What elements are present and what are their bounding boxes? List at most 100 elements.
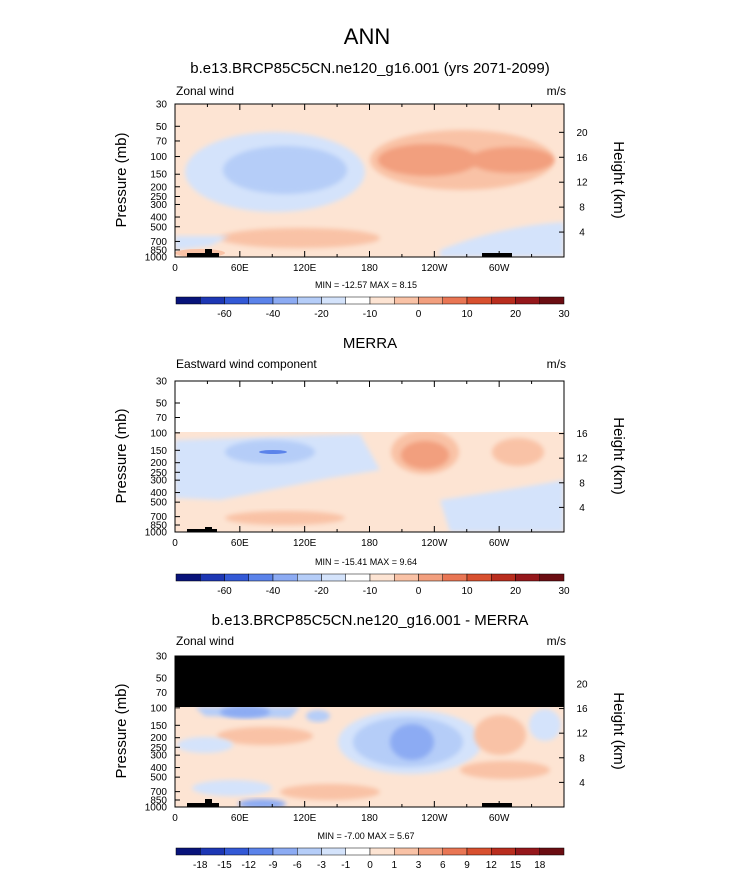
- colorbar-label-4: 0: [416, 309, 422, 320]
- ytick-label-6: 250: [150, 192, 167, 203]
- ytick-label-4: 150: [150, 721, 167, 732]
- panel-1-colorbar: -60 -40 -20 -10 0 10 20 30: [175, 296, 570, 320]
- ytick-right-label-0: 20: [576, 128, 588, 139]
- colorbar-swatch-7: [345, 296, 371, 305]
- ytick-label-6: 250: [150, 743, 167, 754]
- ytick-label-10: 700: [150, 512, 167, 523]
- ytick-label-2: 70: [156, 136, 168, 147]
- colorbar-swatch-2: [224, 573, 249, 582]
- xtick-label-4: 120W: [421, 538, 448, 549]
- ytick-right-label-3: 4: [579, 503, 585, 514]
- colorbar-label-14: 18: [534, 860, 546, 871]
- ytick-label-1: 50: [156, 122, 168, 133]
- ytick-label-9: 500: [150, 773, 167, 784]
- colorbar-label-2: -20: [314, 309, 329, 320]
- colorbar-label-5: -3: [317, 860, 326, 871]
- ytick-right-label-2: 12: [576, 178, 588, 189]
- colorbar-label-5: 10: [461, 309, 473, 320]
- ytick-label-4: 150: [150, 170, 167, 181]
- colorbar-swatch-1: [200, 296, 225, 305]
- xtick-label-4: 120W: [421, 263, 448, 274]
- panel-3: b.e13.BRCP85C5CN.ne120_g16.001 - MERRA Z…: [113, 612, 627, 871]
- colorbar-swatch-12: [466, 296, 492, 305]
- panel-2-left-label: Eastward wind component: [176, 357, 317, 371]
- panel-2-title: MERRA: [343, 335, 397, 352]
- xtick-label-2: 120E: [293, 538, 317, 549]
- ytick-label-3: 100: [150, 428, 167, 439]
- colorbar-label-6: 20: [510, 586, 522, 597]
- panel-1-field: [175, 104, 564, 257]
- ytick-right-label-1: 16: [576, 704, 588, 715]
- xtick-label-5: 60W: [489, 538, 510, 549]
- panel-1: b.e13.BRCP85C5CN.ne120_g16.001 (yrs 2071…: [113, 60, 627, 320]
- colorbar-swatch-12: [466, 573, 492, 582]
- colorbar-label-0: -18: [193, 860, 208, 871]
- colorbar-swatch-0: [175, 573, 201, 582]
- ytick-label-6: 250: [150, 468, 167, 479]
- colorbar-label-3: -10: [363, 309, 378, 320]
- ytick-label-10: 700: [150, 237, 167, 248]
- colorbar-label-2: -12: [242, 860, 257, 871]
- colorbar-swatch-15: [539, 847, 565, 856]
- xtick-label-0: 0: [172, 538, 178, 549]
- colorbar-swatch-1: [200, 847, 225, 856]
- panel-3-ylabel: Pressure (mb): [113, 683, 130, 778]
- ytick-label-5: 200: [150, 733, 167, 744]
- colorbar-swatch-3: [248, 573, 274, 582]
- xtick-label-1: 60E: [231, 538, 249, 549]
- ytick-label-7: 300: [150, 200, 167, 211]
- ytick-right-label-3: 8: [579, 203, 585, 214]
- colorbar-swatch-14: [515, 847, 540, 856]
- colorbar-swatch-8: [369, 573, 395, 582]
- colorbar-swatch-11: [442, 847, 468, 856]
- colorbar-swatch-0: [175, 296, 201, 305]
- ytick-label-1: 50: [156, 398, 168, 409]
- colorbar-swatch-2: [224, 847, 249, 856]
- colorbar-swatch-14: [515, 296, 540, 305]
- panel-1-ylabel: Pressure (mb): [113, 132, 130, 227]
- ytick-label-12: 1000: [145, 803, 168, 814]
- colorbar-label-1: -40: [266, 586, 281, 597]
- colorbar-swatch-8: [369, 847, 395, 856]
- ytick-label-8: 400: [150, 488, 167, 499]
- colorbar-label-9: 3: [416, 860, 422, 871]
- panel-3-missing-region: [175, 656, 564, 707]
- xtick-label-0: 0: [172, 263, 178, 274]
- panel-3-left-label: Zonal wind: [176, 634, 234, 648]
- ytick-label-11: 850: [150, 796, 167, 807]
- ytick-label-12: 1000: [145, 253, 168, 264]
- ytick-label-7: 300: [150, 751, 167, 762]
- xtick-label-5: 60W: [489, 263, 510, 274]
- colorbar-swatch-4: [272, 573, 298, 582]
- colorbar-label-7: 30: [558, 586, 570, 597]
- colorbar-swatch-3: [248, 296, 274, 305]
- ytick-label-12: 1000: [145, 528, 168, 539]
- panel-2-units: m/s: [547, 357, 566, 371]
- ytick-right-label-1: 12: [576, 454, 588, 465]
- ytick-label-4: 150: [150, 446, 167, 457]
- colorbar-label-10: 6: [440, 860, 446, 871]
- colorbar-label-8: 1: [391, 860, 397, 871]
- panel-1-left-label: Zonal wind: [176, 84, 234, 98]
- colorbar-swatch-10: [418, 847, 443, 856]
- colorbar-label-1: -40: [266, 309, 281, 320]
- xtick-label-3: 180: [361, 538, 378, 549]
- colorbar-swatch-4: [272, 296, 298, 305]
- ytick-label-1: 50: [156, 673, 168, 684]
- colorbar-swatch-5: [297, 296, 322, 305]
- xtick-label-1: 60E: [231, 263, 249, 274]
- ytick-right-label-4: 4: [579, 228, 585, 239]
- colorbar-swatch-6: [321, 573, 346, 582]
- colorbar-swatch-10: [418, 573, 443, 582]
- colorbar-label-6: -1: [341, 860, 350, 871]
- colorbar-swatch-3: [248, 847, 274, 856]
- panel-1-units: m/s: [547, 84, 566, 98]
- colorbar-swatch-6: [321, 296, 346, 305]
- colorbar-label-11: 9: [464, 860, 470, 871]
- colorbar-label-6: 20: [510, 309, 522, 320]
- xtick-label-5: 60W: [489, 813, 510, 824]
- ytick-label-11: 850: [150, 521, 167, 532]
